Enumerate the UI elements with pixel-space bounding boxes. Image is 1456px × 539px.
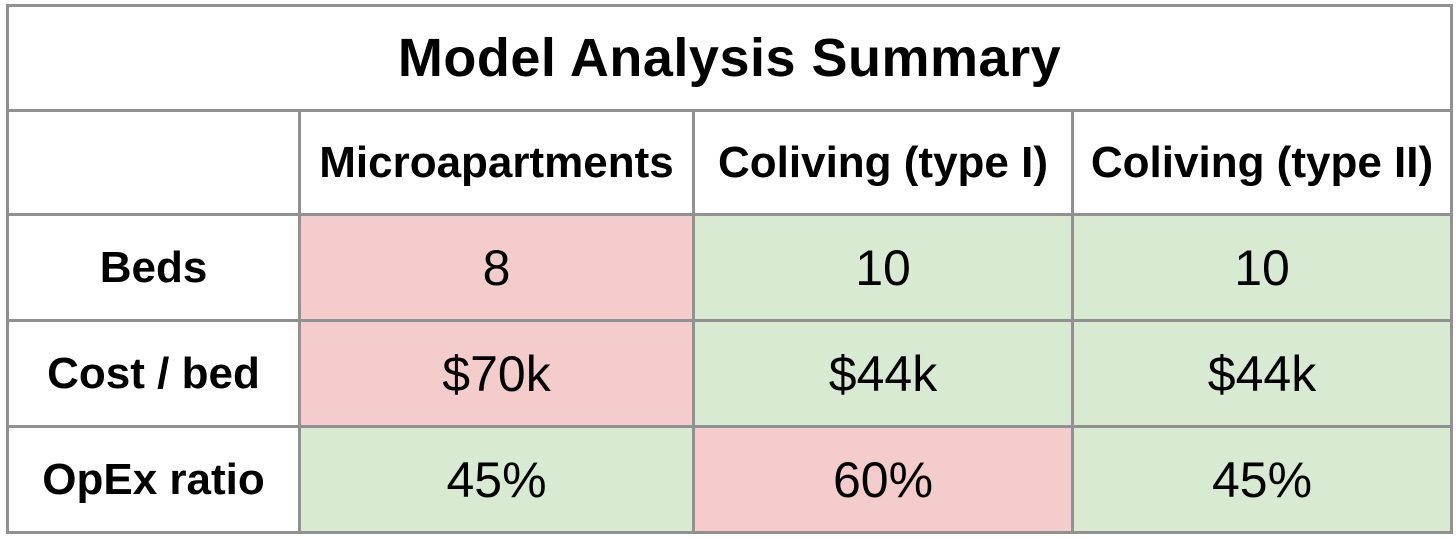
column-header-coliving-type-1: Coliving (type I) [692, 109, 1074, 216]
cell-opex-coliving-type-2: 45% [1070, 425, 1454, 534]
cell-beds-coliving-type-2: 10 [1070, 213, 1454, 322]
cell-beds-coliving-type-1: 10 [692, 213, 1074, 322]
cell-cost-coliving-type-2: $44k [1070, 319, 1454, 428]
row-label-opex-ratio: OpEx ratio [6, 425, 301, 534]
column-header-coliving-type-2: Coliving (type II) [1070, 109, 1454, 216]
row-label-cost-per-bed: Cost / bed [6, 319, 301, 428]
cell-opex-coliving-type-1: 60% [692, 425, 1074, 534]
table-row-beds: Beds 8 10 10 [6, 213, 1454, 322]
cell-cost-coliving-type-1: $44k [692, 319, 1074, 428]
model-analysis-table: Model Analysis Summary Microapartments C… [5, 4, 1454, 534]
cell-cost-microapartments: $70k [298, 319, 695, 428]
title-row: Model Analysis Summary [5, 4, 1454, 112]
cell-opex-microapartments: 45% [298, 425, 695, 534]
table-row-opex-ratio: OpEx ratio 45% 60% 45% [6, 425, 1454, 534]
table-row-cost-per-bed: Cost / bed $70k $44k $44k [6, 319, 1454, 428]
row-label-beds: Beds [6, 213, 301, 322]
column-header-microapartments: Microapartments [298, 109, 695, 216]
cell-beds-microapartments: 8 [298, 213, 695, 322]
header-row: Microapartments Coliving (type I) Colivi… [6, 109, 1454, 216]
corner-cell [6, 109, 301, 216]
table-title: Model Analysis Summary [5, 4, 1454, 112]
